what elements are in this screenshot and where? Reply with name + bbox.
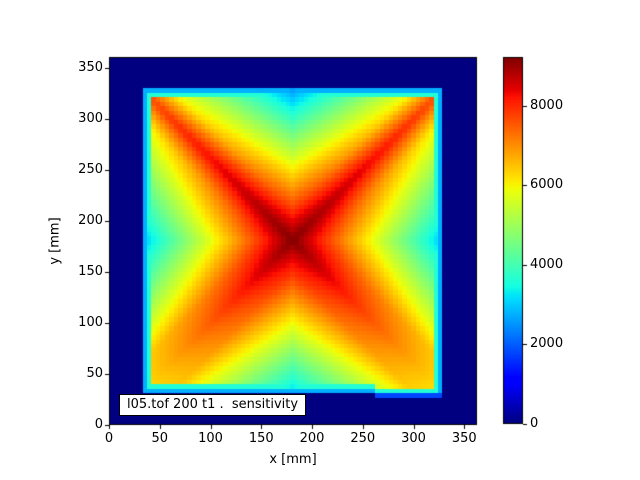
x-tick-label: 200	[299, 431, 325, 446]
x-tick-label: 300	[401, 431, 426, 446]
x-axis-label: x [mm]	[269, 452, 317, 467]
x-tick-label: 100	[198, 431, 223, 446]
y-tick-label: 200	[78, 212, 103, 228]
colorbar-tick-label: 4000	[530, 256, 564, 272]
colorbar-tick-label: 0	[530, 416, 539, 431]
x-tick-label: 0	[104, 431, 114, 446]
x-tick-label: 150	[248, 431, 274, 446]
y-axis-label: y [mm]	[47, 217, 63, 265]
y-tick-label: 350	[78, 59, 103, 75]
annotation-box: l05.tof 200 t1 . sensitivity	[119, 394, 307, 416]
colorbar-tick-label: 8000	[530, 97, 564, 113]
colorbar-tick-label: 2000	[530, 336, 564, 352]
annotation-text: l05.tof 200 t1 . sensitivity	[127, 397, 299, 412]
y-tick-label: 150	[78, 263, 103, 279]
x-tick-label: 350	[451, 431, 477, 446]
y-tick-label: 300	[78, 110, 103, 126]
y-tick-label: 100	[78, 314, 103, 330]
x-tick-label: 50	[151, 431, 169, 446]
colorbar-tick-label: 6000	[530, 177, 564, 193]
y-tick-label: 250	[78, 161, 103, 177]
x-tick-label: 250	[350, 431, 376, 446]
y-tick-label: 50	[86, 365, 103, 381]
y-tick-label: 0	[94, 417, 103, 432]
